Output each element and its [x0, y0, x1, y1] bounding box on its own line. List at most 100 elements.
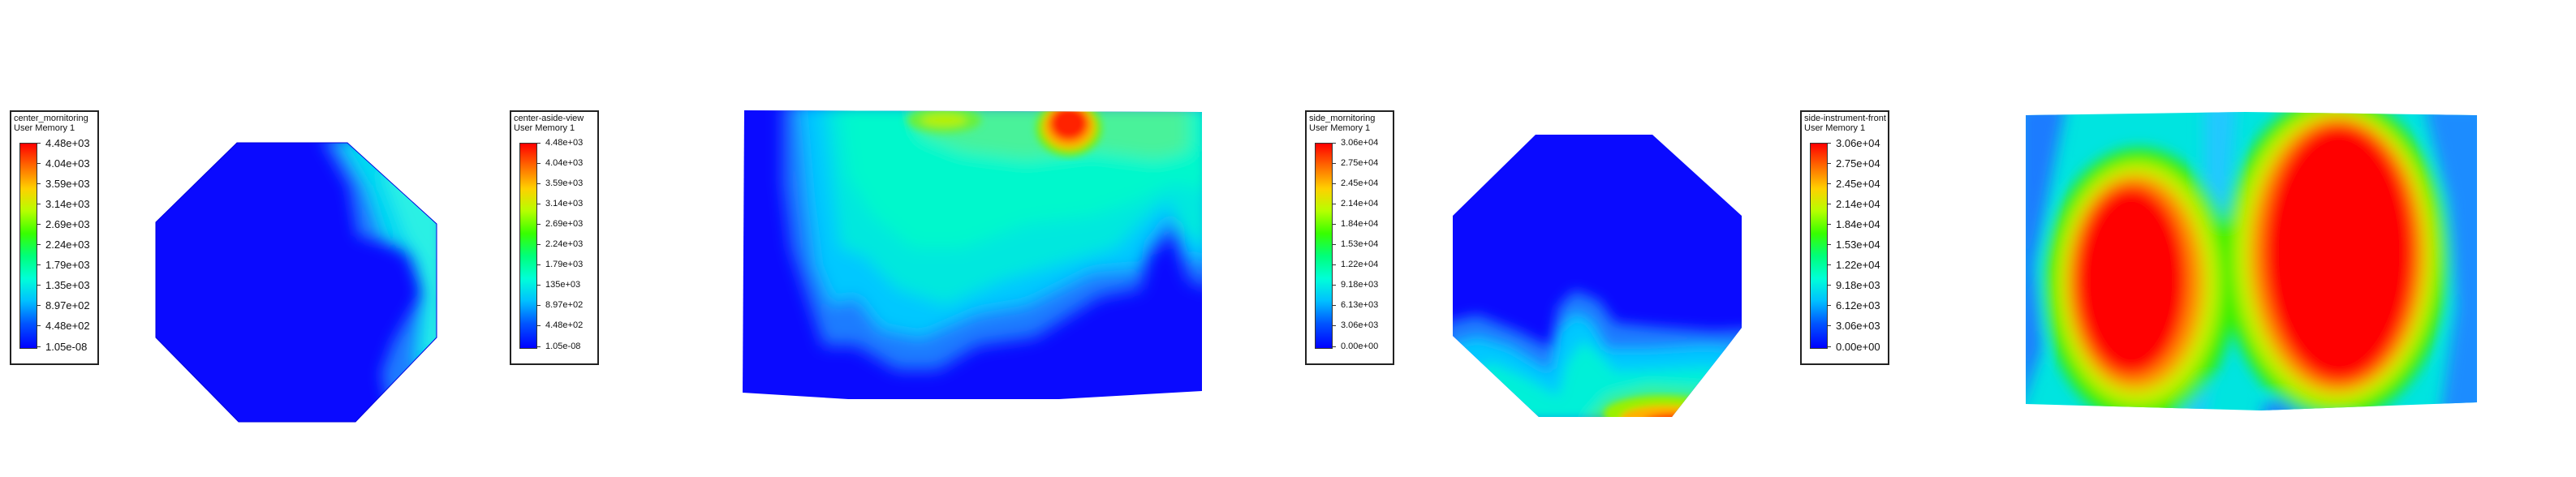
- tick-label: 135e+03: [545, 280, 581, 290]
- tick-label: 1.84e+04: [1836, 218, 1880, 230]
- tick-label: 1.84e+04: [1341, 219, 1379, 229]
- tick-mark: [1332, 264, 1336, 265]
- tick-mark: [536, 163, 541, 164]
- contour-plot-center-mornitoring: [155, 142, 437, 423]
- tick-label: 1.79e+03: [545, 260, 584, 269]
- legend-title: side-instrument-front: [1804, 114, 1886, 123]
- colorbar-legend-center-mornitoring: center_mornitoring User Memory 1 4.48e+0…: [10, 110, 99, 365]
- legend-subtitle: User Memory 1: [14, 123, 75, 133]
- tick-mark: [37, 163, 41, 164]
- tick-mark: [37, 183, 41, 184]
- tick-mark: [1332, 285, 1336, 286]
- tick-label: 2.24e+03: [545, 239, 584, 249]
- tick-label: 8.97e+02: [545, 300, 584, 310]
- tick-label: 2.14e+04: [1341, 199, 1379, 208]
- tick-label: 2.45e+04: [1341, 178, 1379, 188]
- tick-label: 3.14e+03: [545, 199, 584, 208]
- colorbar-gradient: [1315, 143, 1333, 349]
- tick-label: 4.04e+03: [545, 158, 584, 168]
- tick-mark: [37, 305, 41, 306]
- legend-subtitle: User Memory 1: [514, 123, 575, 133]
- tick-label: 4.48e+02: [545, 320, 584, 330]
- contour-plot-side-instrument-front: [2026, 112, 2477, 410]
- tick-label: 2.24e+03: [45, 238, 90, 251]
- tick-label: 1.79e+03: [45, 259, 90, 271]
- tick-mark: [536, 244, 541, 245]
- tick-label: 3.14e+03: [45, 198, 90, 210]
- tick-label: 3.06e+03: [1836, 320, 1880, 332]
- tick-mark: [1332, 325, 1336, 326]
- tick-label: 9.18e+03: [1341, 280, 1379, 290]
- tick-label: 3.06e+04: [1341, 138, 1379, 148]
- legend-title: center-aside-view: [514, 114, 584, 123]
- colorbar-gradient: [519, 143, 537, 349]
- tick-mark: [1332, 143, 1336, 144]
- tick-mark: [37, 285, 41, 286]
- tick-mark: [1827, 163, 1831, 164]
- legend-subtitle: User Memory 1: [1804, 123, 1866, 133]
- tick-mark: [536, 183, 541, 184]
- tick-mark: [536, 264, 541, 265]
- tick-label: 2.69e+03: [45, 218, 90, 230]
- tick-mark: [1827, 305, 1831, 306]
- tick-label: 1.35e+03: [45, 279, 90, 291]
- tick-label: 1.53e+04: [1341, 239, 1379, 249]
- colorbar-legend-side-instrument-front: side-instrument-front User Memory 1 3.06…: [1800, 110, 1889, 365]
- tick-mark: [536, 305, 541, 306]
- tick-label: 3.59e+03: [545, 178, 584, 188]
- tick-mark: [1827, 244, 1831, 245]
- tick-mark: [1332, 163, 1336, 164]
- tick-mark: [1827, 224, 1831, 225]
- tick-mark: [536, 325, 541, 326]
- tick-mark: [1332, 305, 1336, 306]
- tick-label: 8.97e+02: [45, 299, 90, 312]
- colorbar-legend-center-aside-view: center-aside-view User Memory 1 4.48e+03…: [510, 110, 599, 365]
- contour-plot-center-aside-view: [743, 110, 1202, 399]
- tick-mark: [1332, 224, 1336, 225]
- tick-label: 6.13e+03: [1341, 300, 1379, 310]
- colorbar-gradient: [19, 143, 37, 349]
- tick-label: 0.00e+00: [1341, 342, 1379, 351]
- tick-mark: [536, 346, 541, 347]
- tick-mark: [1827, 325, 1831, 326]
- tick-label: 9.18e+03: [1836, 279, 1880, 291]
- tick-mark: [1827, 346, 1831, 347]
- tick-label: 1.53e+04: [1836, 238, 1880, 251]
- tick-label: 3.59e+03: [45, 178, 90, 190]
- tick-label: 2.75e+04: [1836, 157, 1880, 170]
- tick-mark: [37, 143, 41, 144]
- tick-label: 0.00e+00: [1836, 341, 1880, 353]
- tick-label: 3.06e+04: [1836, 137, 1880, 149]
- legend-subtitle: User Memory 1: [1309, 123, 1371, 133]
- tick-label: 1.05e-08: [545, 342, 581, 351]
- tick-mark: [536, 143, 541, 144]
- tick-label: 6.12e+03: [1836, 299, 1880, 312]
- legend-title: side_mornitoring: [1309, 114, 1376, 123]
- tick-label: 2.14e+04: [1836, 198, 1880, 210]
- colorbar-gradient: [1810, 143, 1828, 349]
- tick-mark: [1827, 285, 1831, 286]
- tick-label: 2.45e+04: [1836, 178, 1880, 190]
- tick-label: 1.22e+04: [1341, 260, 1379, 269]
- tick-mark: [37, 224, 41, 225]
- tick-label: 1.22e+04: [1836, 259, 1880, 271]
- tick-mark: [536, 285, 541, 286]
- tick-mark: [1827, 143, 1831, 144]
- tick-mark: [1332, 346, 1336, 347]
- tick-mark: [1332, 244, 1336, 245]
- legend-title: center_mornitoring: [14, 114, 88, 123]
- tick-mark: [536, 224, 541, 225]
- tick-mark: [1827, 264, 1831, 265]
- tick-label: 2.75e+04: [1341, 158, 1379, 168]
- tick-mark: [37, 244, 41, 245]
- tick-mark: [37, 325, 41, 326]
- tick-label: 4.48e+02: [45, 320, 90, 332]
- tick-mark: [1332, 183, 1336, 184]
- tick-label: 3.06e+03: [1341, 320, 1379, 330]
- contour-plot-side-mornitoring: [1453, 135, 1742, 417]
- tick-label: 1.05e-08: [45, 341, 88, 353]
- tick-mark: [1827, 183, 1831, 184]
- tick-label: 2.69e+03: [545, 219, 584, 229]
- tick-label: 4.48e+03: [45, 137, 90, 149]
- colorbar-legend-side-mornitoring: side_mornitoring User Memory 1 3.06e+04 …: [1305, 110, 1394, 365]
